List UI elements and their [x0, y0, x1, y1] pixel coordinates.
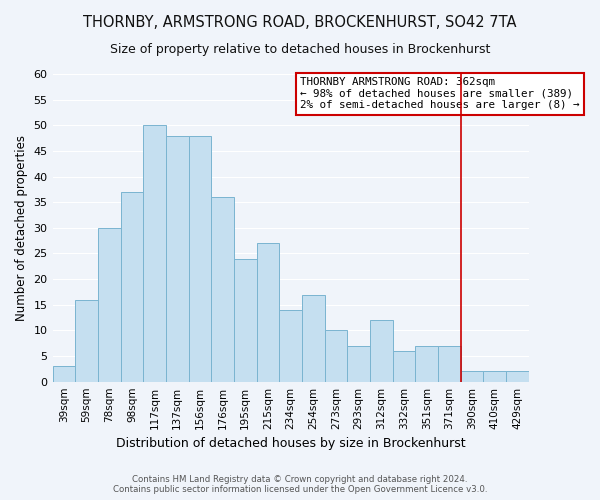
Text: THORNBY ARMSTRONG ROAD: 362sqm
← 98% of detached houses are smaller (389)
2% of : THORNBY ARMSTRONG ROAD: 362sqm ← 98% of … [300, 77, 580, 110]
Bar [75, 300, 98, 382]
Bar [121, 192, 143, 382]
Text: THORNBY, ARMSTRONG ROAD, BROCKENHURST, SO42 7TA: THORNBY, ARMSTRONG ROAD, BROCKENHURST, S… [83, 15, 517, 30]
Text: Size of property relative to detached houses in Brockenhurst: Size of property relative to detached ho… [110, 42, 490, 56]
Bar [392, 351, 415, 382]
X-axis label: Distribution of detached houses by size in Brockenhurst: Distribution of detached houses by size … [116, 437, 466, 450]
Text: Contains HM Land Registry data © Crown copyright and database right 2024.
Contai: Contains HM Land Registry data © Crown c… [113, 474, 487, 494]
Bar [279, 310, 302, 382]
Y-axis label: Number of detached properties: Number of detached properties [15, 135, 28, 321]
Bar [257, 243, 279, 382]
Bar [211, 197, 234, 382]
Bar [302, 294, 325, 382]
Bar [484, 372, 506, 382]
Bar [325, 330, 347, 382]
Bar [234, 258, 257, 382]
Bar [347, 346, 370, 382]
Bar [143, 126, 166, 382]
Bar [506, 372, 529, 382]
Bar [188, 136, 211, 382]
Bar [98, 228, 121, 382]
Bar [53, 366, 75, 382]
Bar [166, 136, 188, 382]
Bar [438, 346, 461, 382]
Bar [370, 320, 392, 382]
Bar [415, 346, 438, 382]
Bar [461, 372, 484, 382]
